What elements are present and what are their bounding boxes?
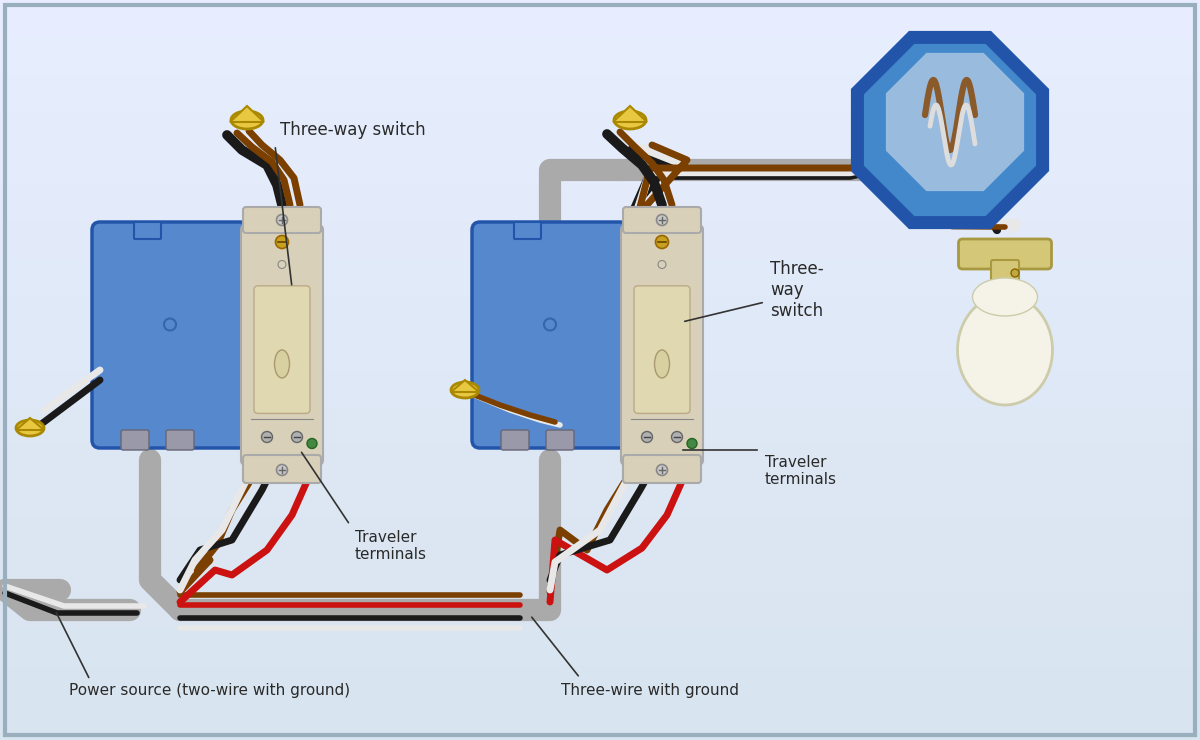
Ellipse shape <box>654 350 670 378</box>
FancyBboxPatch shape <box>546 430 574 450</box>
Bar <box>0 296 1200 333</box>
Circle shape <box>544 318 556 331</box>
Ellipse shape <box>275 350 289 378</box>
FancyBboxPatch shape <box>991 260 1019 292</box>
FancyBboxPatch shape <box>254 286 310 414</box>
Text: Three-wire with ground: Three-wire with ground <box>560 682 739 698</box>
Ellipse shape <box>16 420 44 436</box>
FancyBboxPatch shape <box>92 222 248 448</box>
Circle shape <box>262 431 272 443</box>
Ellipse shape <box>958 295 1052 405</box>
Circle shape <box>292 431 302 443</box>
Bar <box>0 703 1200 740</box>
Polygon shape <box>230 106 264 122</box>
FancyBboxPatch shape <box>166 430 194 450</box>
Bar <box>0 0 1200 37</box>
Circle shape <box>655 235 668 249</box>
Circle shape <box>307 439 317 448</box>
Circle shape <box>656 215 667 226</box>
FancyBboxPatch shape <box>959 239 1051 269</box>
FancyBboxPatch shape <box>121 430 149 450</box>
Bar <box>0 444 1200 481</box>
FancyBboxPatch shape <box>623 455 701 483</box>
Polygon shape <box>16 418 44 430</box>
Bar <box>0 111 1200 148</box>
Circle shape <box>656 465 667 476</box>
Bar <box>0 185 1200 222</box>
Text: Three-way switch: Three-way switch <box>280 121 426 139</box>
Circle shape <box>276 465 288 476</box>
FancyBboxPatch shape <box>244 207 322 233</box>
FancyBboxPatch shape <box>620 225 703 465</box>
Polygon shape <box>865 44 1036 215</box>
Ellipse shape <box>230 111 263 129</box>
Circle shape <box>672 431 683 443</box>
Text: Traveler
terminals: Traveler terminals <box>764 455 836 488</box>
FancyBboxPatch shape <box>514 222 541 239</box>
Polygon shape <box>853 33 1048 227</box>
Text: Traveler
terminals: Traveler terminals <box>355 530 427 562</box>
FancyBboxPatch shape <box>623 207 701 233</box>
Bar <box>0 370 1200 407</box>
Text: Three-
way
switch: Three- way switch <box>770 260 823 320</box>
Polygon shape <box>613 106 647 122</box>
Bar <box>0 555 1200 592</box>
Circle shape <box>276 235 288 249</box>
Polygon shape <box>451 380 479 392</box>
Bar <box>0 481 1200 518</box>
Bar <box>0 592 1200 629</box>
FancyBboxPatch shape <box>634 286 690 414</box>
Circle shape <box>164 318 176 331</box>
Bar <box>0 518 1200 555</box>
Bar <box>0 37 1200 74</box>
Bar <box>0 333 1200 370</box>
Text: Power source (two-wire with ground): Power source (two-wire with ground) <box>70 682 350 698</box>
FancyBboxPatch shape <box>134 222 161 239</box>
Bar <box>0 74 1200 111</box>
Bar <box>0 407 1200 444</box>
FancyBboxPatch shape <box>244 455 322 483</box>
Circle shape <box>278 260 286 269</box>
Bar <box>0 148 1200 185</box>
Ellipse shape <box>614 111 646 129</box>
Circle shape <box>642 431 653 443</box>
Circle shape <box>658 260 666 269</box>
Bar <box>0 222 1200 259</box>
FancyBboxPatch shape <box>241 225 323 465</box>
Circle shape <box>1010 269 1019 277</box>
Circle shape <box>686 439 697 448</box>
FancyBboxPatch shape <box>500 430 529 450</box>
FancyBboxPatch shape <box>472 222 628 448</box>
Bar <box>0 259 1200 296</box>
Bar <box>0 666 1200 703</box>
Bar <box>0 629 1200 666</box>
Circle shape <box>276 215 288 226</box>
Ellipse shape <box>451 382 479 398</box>
Polygon shape <box>886 52 1025 192</box>
Ellipse shape <box>972 278 1038 316</box>
